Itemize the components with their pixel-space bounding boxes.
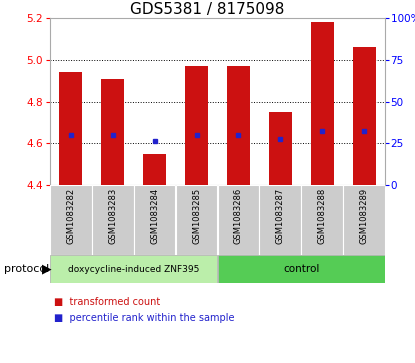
Text: GSM1083286: GSM1083286	[234, 188, 243, 244]
Text: GSM1083287: GSM1083287	[276, 188, 285, 244]
Bar	[101, 78, 124, 185]
Bar	[353, 47, 376, 185]
Bar	[227, 66, 250, 185]
Bar	[343, 185, 385, 255]
Text: GSM1083285: GSM1083285	[192, 188, 201, 244]
Text: doxycycline-induced ZNF395: doxycycline-induced ZNF395	[68, 265, 200, 273]
Text: GDS5381 / 8175098: GDS5381 / 8175098	[130, 2, 285, 17]
Text: ■  percentile rank within the sample: ■ percentile rank within the sample	[54, 313, 234, 323]
Bar	[217, 255, 385, 283]
Bar	[143, 154, 166, 185]
Text: GSM1083284: GSM1083284	[150, 188, 159, 244]
Bar	[92, 185, 134, 255]
Bar	[301, 185, 343, 255]
Text: control: control	[283, 264, 320, 274]
Text: GSM1083288: GSM1083288	[318, 188, 327, 244]
Bar	[59, 72, 83, 185]
Bar	[50, 185, 92, 255]
Bar	[269, 112, 292, 185]
Text: GSM1083289: GSM1083289	[359, 188, 369, 244]
Bar	[50, 255, 217, 283]
Bar	[311, 22, 334, 185]
Text: protocol: protocol	[4, 264, 49, 274]
Bar	[134, 185, 176, 255]
Bar	[185, 66, 208, 185]
Text: ■  transformed count: ■ transformed count	[54, 297, 161, 307]
Text: GSM1083282: GSM1083282	[66, 188, 76, 244]
Bar	[259, 185, 301, 255]
Text: GSM1083283: GSM1083283	[108, 188, 117, 244]
Bar	[176, 185, 217, 255]
Bar	[217, 185, 259, 255]
Text: ▶: ▶	[42, 262, 51, 276]
